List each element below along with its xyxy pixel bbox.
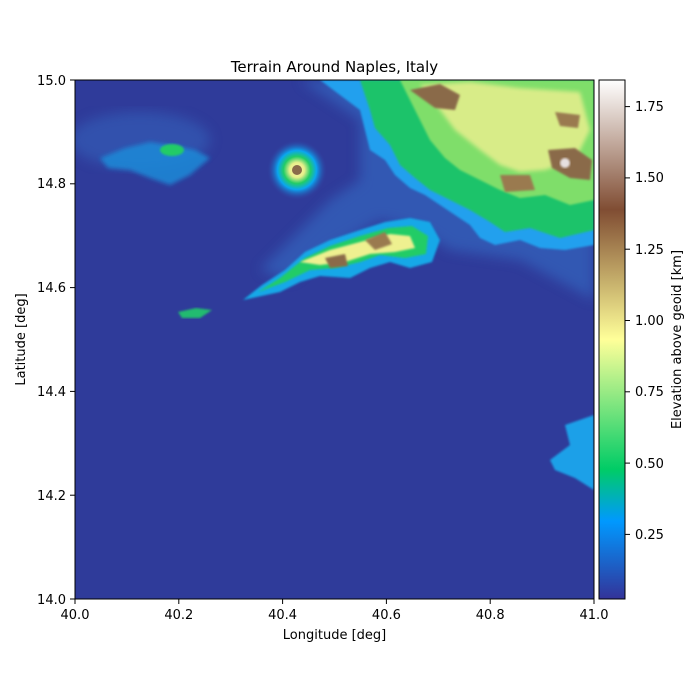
colorbar-tick-label: 1.75: [635, 100, 664, 115]
colorbar-gradient: [598, 79, 626, 600]
y-tick-label: 14.8: [37, 177, 66, 192]
y-axis-label: Latitude [deg]: [14, 293, 29, 385]
y-tick-label: 15.0: [37, 74, 66, 89]
y-tick-label: 14.2: [37, 489, 66, 504]
x-axis-label: Longitude [deg]: [283, 628, 386, 643]
colorbar-tick-label: 0.50: [635, 457, 664, 472]
x-tick-label: 41.0: [580, 608, 609, 623]
colorbar-label: Elevation above geoid [km]: [670, 250, 685, 429]
plot-frame: [74, 79, 595, 600]
x-axis: 40.0 40.2 40.4 40.6 40.8 41.0 Longitude …: [61, 599, 609, 643]
colorbar: 0.25 0.50 0.75 1.00 1.25 1.50 1.75 Eleva…: [598, 79, 685, 600]
colorbar-tick-label: 0.75: [635, 385, 664, 400]
colorbar-tick-label: 0.25: [635, 528, 664, 543]
colorbar-tick-label: 1.00: [635, 314, 664, 329]
x-tick-label: 40.8: [476, 608, 505, 623]
y-tick-label: 14.4: [37, 385, 66, 400]
elevation-heatmap: [75, 80, 594, 599]
x-tick-label: 40.0: [61, 608, 90, 623]
colorbar-tick-label: 1.25: [635, 243, 664, 258]
colorbar-tick-label: 1.50: [635, 171, 664, 186]
y-tick-label: 14.6: [37, 281, 66, 296]
y-axis: 14.0 14.2 14.4 14.6 14.8 15.0 Latitude […: [14, 74, 75, 608]
x-tick-label: 40.2: [164, 608, 193, 623]
x-tick-label: 40.6: [372, 608, 401, 623]
x-tick-label: 40.4: [268, 608, 297, 623]
y-tick-label: 14.0: [37, 593, 66, 608]
chart-title: Terrain Around Naples, Italy: [230, 58, 438, 76]
